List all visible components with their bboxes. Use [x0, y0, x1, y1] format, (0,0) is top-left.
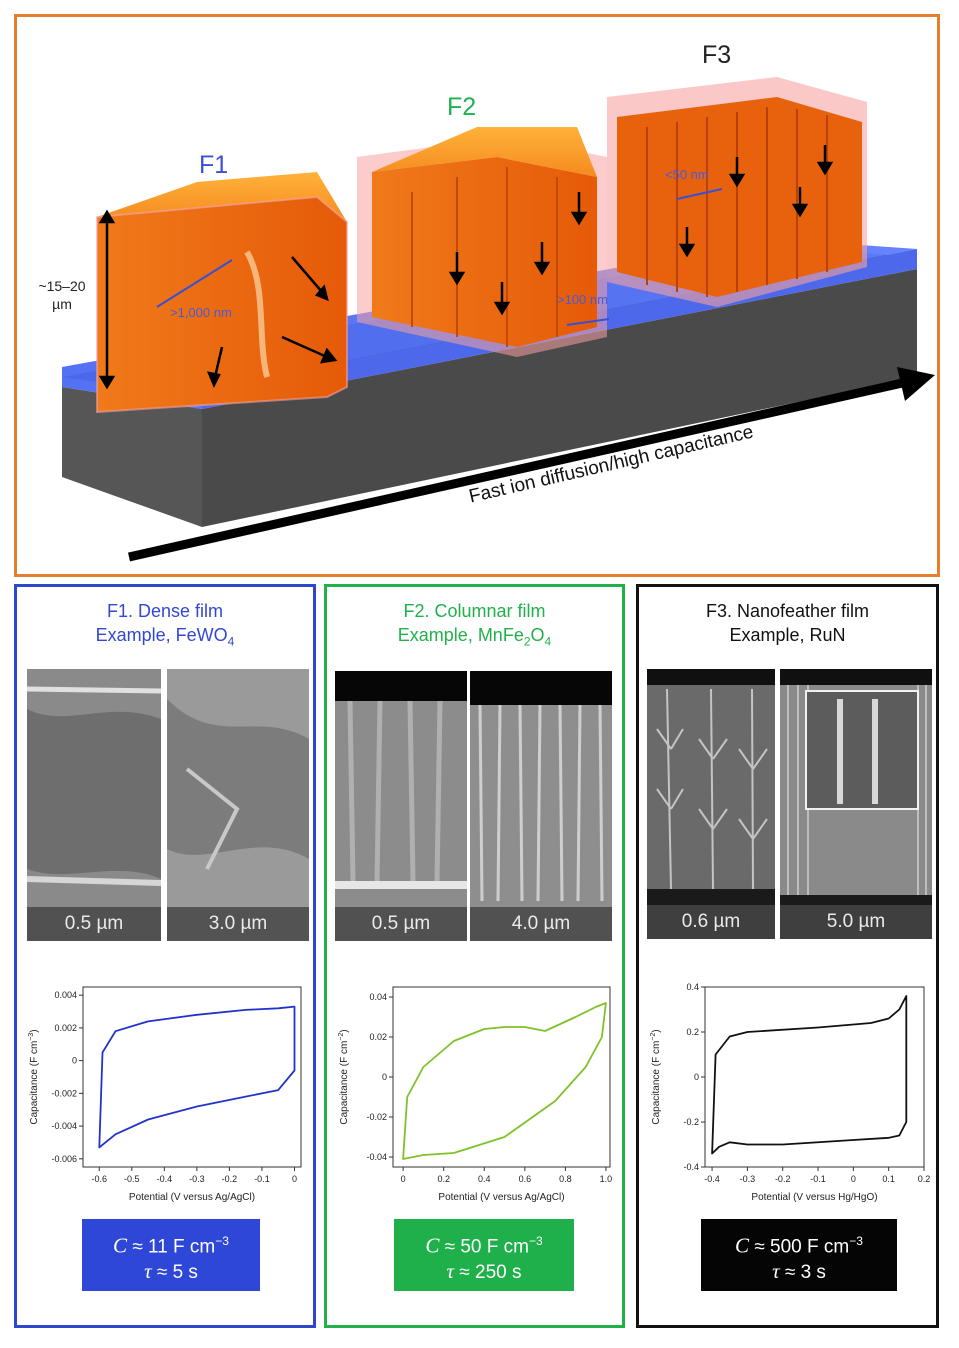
x-tick-label: 0 — [292, 1174, 297, 1184]
y-axis-label: Capacitance (F cm−2) — [338, 1029, 350, 1124]
f2-sem-scale-1: 0.5 µm — [335, 907, 467, 941]
f1-scale-label: >1,000 nm — [170, 305, 232, 320]
x-axis-label: Potential (V versus Ag/AgCl) — [129, 1192, 255, 1203]
x-tick-label: -0.5 — [124, 1174, 140, 1184]
y-tick-label: -0.2 — [683, 1117, 699, 1127]
schematic-panel: F1 F2 F3 ~15–20 µm >1,000 nm >100 nm <50… — [14, 14, 940, 577]
trend-arrow — [128, 367, 935, 562]
f2-cv-chart: 0 0.2 0.4 0.6 0.8 1.0 0.04 0.02 0 -0.02 -0.04 Poten… — [338, 986, 613, 1203]
y-tick-label: -0.002 — [51, 1088, 77, 1098]
f3-sem-image-2: 5.0 µm — [780, 669, 932, 939]
substrate-front — [62, 387, 202, 527]
x-tick-label: -0.1 — [254, 1174, 270, 1184]
f2-sem-image-1: 0.5 µm — [335, 671, 467, 941]
x-tick-label: 0.4 — [478, 1174, 491, 1184]
cv-curve — [711, 995, 908, 1155]
panel-f2-columnar-film: F2. Columnar film Example, MnFe2O4 0.5 µ… — [324, 584, 625, 1328]
f3-label: F3 — [702, 41, 732, 69]
x-tick-label: 0.2 — [437, 1174, 450, 1184]
f1-sem-scale-1: 0.5 µm — [27, 907, 161, 941]
y-tick-label: -0.006 — [51, 1154, 77, 1164]
cv-curve — [402, 1002, 607, 1160]
f1-label: F1 — [199, 151, 229, 179]
x-tick-label: -0.2 — [775, 1174, 791, 1184]
f1-sem-image-2: 3.0 µm — [167, 669, 309, 941]
plot-frame — [704, 986, 925, 1168]
x-tick-label: -0.6 — [92, 1174, 108, 1184]
x-tick-label: 0.6 — [519, 1174, 532, 1184]
y-tick-label: 0 — [72, 1056, 77, 1066]
y-tick-label: -0.02 — [366, 1112, 387, 1122]
x-tick-label: -0.4 — [704, 1174, 720, 1184]
f2-sem-scale-2: 4.0 µm — [470, 907, 612, 941]
y-tick-label: 0 — [694, 1072, 699, 1082]
f2-label: F2 — [447, 93, 477, 121]
y-tick-label: 0.02 — [369, 1032, 387, 1042]
f3-cv-chart: -0.4 -0.3 -0.2 -0.1 0 0.1 0.2 0.4 0.2 0 -0.2 -0.4 Po… — [650, 982, 931, 1203]
x-tick-label: -0.4 — [157, 1174, 173, 1184]
substrate-side — [202, 269, 917, 527]
f2-columnar-film-block — [357, 127, 607, 357]
y-tick-label: -0.04 — [366, 1152, 387, 1162]
y-axis-label: Capacitance (F cm−3) — [28, 1029, 40, 1124]
panel-f3-title: F3. Nanofeather film Example, RuN — [705, 601, 870, 645]
f3-sem-scale-2: 5.0 µm — [780, 905, 932, 939]
x-tick-label: 0 — [851, 1174, 856, 1184]
f2-scale-label: >100 nm — [557, 292, 608, 307]
length-scale-arrows — [156, 188, 723, 326]
film-schematic — [62, 77, 935, 562]
thickness-label: ~15–20 µm — [38, 278, 86, 312]
panel-f2-title: F2. Columnar film Example, MnFe2O4 — [397, 601, 552, 649]
y-axis-label: Capacitance (F cm−2) — [650, 1029, 662, 1124]
x-axis-label: Potential (V versus Ag/AgCl) — [438, 1192, 564, 1203]
ion-arrows — [98, 145, 834, 390]
y-tick-label: 0.004 — [54, 990, 77, 1000]
f3-sem-image-1: 0.6 µm — [647, 669, 775, 939]
x-tick-label: -0.3 — [740, 1174, 756, 1184]
x-tick-label: -0.1 — [810, 1174, 826, 1184]
cv-curve — [98, 1005, 296, 1149]
f1-sem-scale-2: 3.0 µm — [167, 907, 309, 941]
f3-scale-label: <50 nm — [665, 167, 709, 182]
y-tick-label: -0.4 — [683, 1162, 699, 1172]
y-tick-label: 0.4 — [686, 982, 699, 992]
f2-capacitance-box: C ≈ 50 F cm−3 τ ≈ 250 s — [394, 1219, 574, 1291]
x-tick-label: 0 — [401, 1174, 406, 1184]
panel-f1-title: F1. Dense film Example, FeWO4 — [95, 601, 235, 649]
y-tick-label: 0 — [382, 1072, 387, 1082]
y-tick-label: -0.004 — [51, 1121, 77, 1131]
f1-sem-image-1: 0.5 µm — [27, 669, 161, 941]
x-tick-label: 1.0 — [600, 1174, 613, 1184]
x-tick-label: 0.2 — [918, 1174, 931, 1184]
y-tick-label: 0.002 — [54, 1023, 77, 1033]
f1-cv-chart: -0.6 -0.5 -0.4 -0.3 -0.2 -0.1 0 0.004 0.002 0 -0.0… — [28, 986, 302, 1203]
panel-f3-nanofeather-film: F3. Nanofeather film Example, RuN 0.6 µm… — [636, 584, 939, 1328]
f2-sem-image-2: 4.0 µm — [470, 671, 612, 941]
f3-nanofeather-film-block — [607, 77, 867, 307]
f3-sem-scale-1: 0.6 µm — [647, 905, 775, 939]
panel-f1-dense-film: F1. Dense film Example, FeWO4 0.5 µm 3.0… — [14, 584, 316, 1328]
x-tick-label: 0.8 — [559, 1174, 572, 1184]
f1-dense-film-block — [96, 172, 348, 414]
f1-capacitance-box: C ≈ 11 F cm−3 τ ≈ 5 s — [82, 1219, 260, 1291]
x-axis-label: Potential (V versus Hg/HgO) — [751, 1192, 877, 1203]
y-tick-label: 0.2 — [686, 1027, 699, 1037]
plot-frame — [82, 986, 302, 1168]
x-tick-label: 0.1 — [882, 1174, 895, 1184]
f3-capacitance-box: C ≈ 500 F cm−3 τ ≈ 3 s — [701, 1219, 897, 1291]
y-tick-label: 0.04 — [369, 992, 387, 1002]
x-tick-label: -0.3 — [189, 1174, 205, 1184]
x-tick-label: -0.2 — [222, 1174, 238, 1184]
